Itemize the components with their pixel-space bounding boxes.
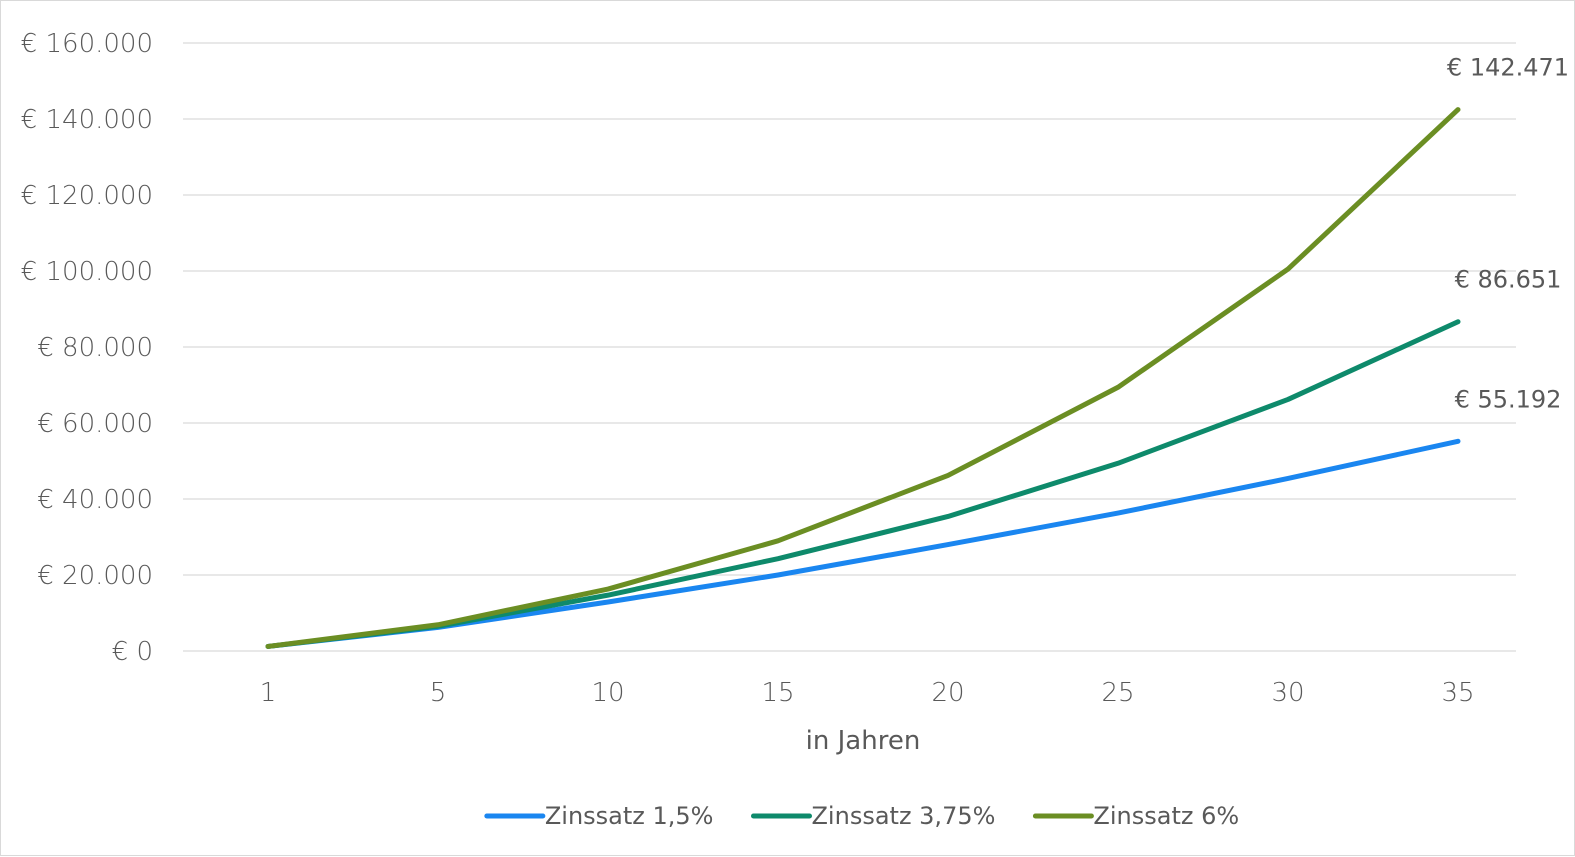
series-line-2: [265, 319, 1461, 649]
data-label-1: € 55.192: [1455, 385, 1562, 413]
y-tick-label: € 160.000: [21, 29, 153, 59]
legend-label: Zinssatz 1,5%: [545, 802, 714, 830]
legend: Zinssatz 1,5% Zinssatz 3,75% Zinssatz 6%: [484, 802, 1239, 830]
legend-item-3: Zinssatz 6%: [1032, 802, 1239, 830]
legend-label: Zinssatz 6%: [1093, 802, 1239, 830]
x-tick-label: 35: [1441, 678, 1474, 708]
x-tick-label: 30: [1271, 678, 1304, 708]
y-tick-label: € 40.000: [37, 485, 153, 515]
y-tick-label: € 140.000: [21, 105, 153, 135]
x-tick-label: 5: [430, 678, 447, 708]
x-axis-title: in Jahren: [806, 726, 921, 756]
y-tick-label: € 20.000: [37, 561, 153, 591]
x-tick-label: 15: [761, 678, 794, 708]
x-tick-label: 25: [1101, 678, 1134, 708]
legend-item-1: Zinssatz 1,5%: [484, 802, 714, 830]
series-line-1: [265, 438, 1461, 649]
gridlines: [183, 42, 1516, 652]
y-tick-label: € 60.000: [37, 409, 153, 439]
x-tick-label: 1: [260, 678, 277, 708]
data-labels: € 55.192 € 86.651 € 142.471: [1447, 54, 1569, 414]
x-axis-tick-labels: 1 5 10 15 20 25 30 35: [260, 678, 1475, 708]
series-line-3: [265, 107, 1461, 649]
y-tick-label: € 100.000: [21, 257, 153, 287]
x-tick-label: 20: [931, 678, 964, 708]
y-axis-tick-labels: € 0 € 20.000 € 40.000 € 60.000 € 80.000 € 100…: [21, 29, 153, 667]
y-tick-label: € 80.000: [37, 333, 153, 363]
data-label-2: € 86.651: [1455, 266, 1562, 294]
legend-item-2: Zinssatz 3,75%: [750, 802, 995, 830]
series-lines: [265, 107, 1461, 649]
y-tick-label: € 120.000: [21, 181, 153, 211]
legend-label: Zinssatz 3,75%: [811, 802, 995, 830]
x-tick-label: 10: [591, 678, 624, 708]
y-tick-label: € 0: [112, 637, 153, 667]
data-label-3: € 142.471: [1447, 54, 1569, 82]
